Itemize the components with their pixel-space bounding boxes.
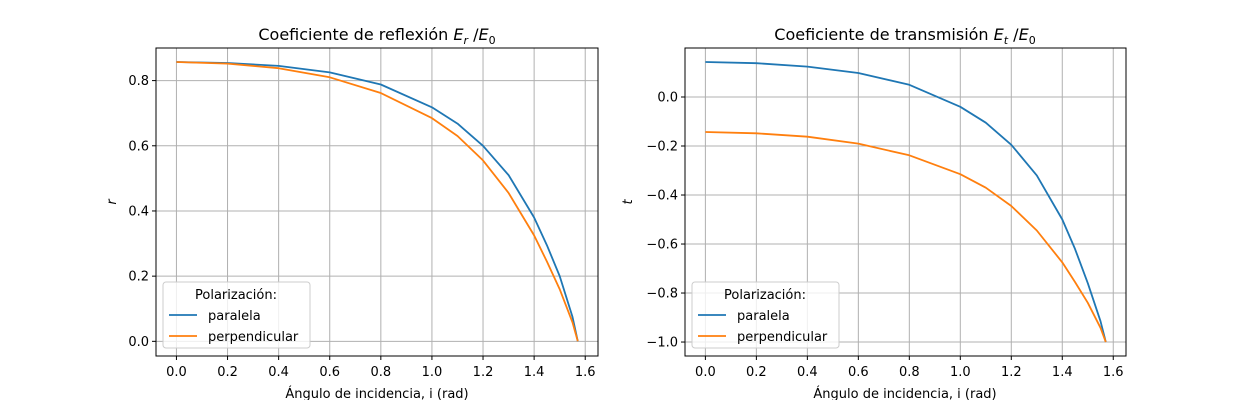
- y-ticks: 0.0 0.2 0.4 0.6 0.8: [128, 74, 156, 350]
- title-subscript-2: 0: [489, 34, 496, 47]
- title-subscript-2: 0: [1029, 34, 1036, 47]
- y-tick-label: 0.2: [128, 270, 149, 285]
- x-tick-label: 0.6: [848, 365, 869, 380]
- legend-box: [691, 281, 840, 349]
- legend-box: [162, 281, 311, 349]
- x-axis-label: Ángulo de incidencia, i (rad): [813, 386, 996, 400]
- title-symbol: E: [994, 25, 1005, 44]
- x-tick-label: 0.4: [797, 365, 818, 380]
- y-tick-label: 0.8: [128, 74, 149, 89]
- y-tick-label: 0.6: [128, 139, 149, 154]
- x-tick-label: 1.0: [950, 365, 971, 380]
- title-symbol: E: [453, 25, 464, 44]
- x-tick-label: 1.4: [1052, 365, 1073, 380]
- y-tick-label: −0.8: [646, 287, 678, 302]
- legend-label-perpendicular: perpendicular: [208, 330, 299, 345]
- title-text: Coeficiente de reflexión: [258, 25, 453, 44]
- x-tick-label: 0.2: [746, 365, 767, 380]
- title-subscript: t: [1004, 34, 1009, 47]
- title-subscript: r: [464, 34, 470, 47]
- x-tick-label: 0.0: [166, 365, 187, 380]
- title-symbol-2: E: [1019, 25, 1030, 44]
- title-symbol-2: E: [479, 25, 490, 44]
- x-tick-label: 1.0: [422, 365, 443, 380]
- legend-label-paralela: paralela: [208, 309, 261, 324]
- x-axis-label: Ángulo de incidencia, i (rad): [285, 386, 468, 400]
- x-tick-label: 1.4: [524, 365, 545, 380]
- y-tick-label: −1.0: [646, 336, 678, 351]
- x-tick-label: 1.6: [1103, 365, 1124, 380]
- x-ticks: 0.0 0.2 0.4 0.6 0.8 1.0 1.2 1.4 1.6: [695, 356, 1124, 380]
- y-tick-label: 0.0: [657, 91, 678, 106]
- y-tick-label: −0.6: [646, 238, 678, 253]
- series-lines: [705, 61, 1107, 343]
- series-line-perpendicular: [705, 131, 1107, 343]
- axes-frame: [155, 47, 599, 357]
- legend: Polarización: paralela perpendicular: [162, 281, 311, 349]
- series-line-paralela: [176, 61, 579, 342]
- title-separator: /: [468, 25, 479, 44]
- legend-label-perpendicular: perpendicular: [737, 330, 828, 345]
- y-tick-label: 0.4: [128, 204, 149, 219]
- chart-title: Coeficiente de transmisión Et /E0: [774, 25, 1035, 47]
- y-axis-label: r: [105, 198, 120, 205]
- y-tick-label: 0.0: [128, 335, 149, 350]
- chart-title: Coeficiente de reflexión Er /E0: [258, 25, 495, 47]
- legend-title: Polarización:: [724, 288, 806, 303]
- title-text: Coeficiente de transmisión: [774, 25, 993, 44]
- x-tick-label: 1.2: [1001, 365, 1022, 380]
- x-tick-label: 1.6: [575, 365, 596, 380]
- x-tick-label: 0.6: [319, 365, 340, 380]
- x-tick-label: 0.4: [268, 365, 289, 380]
- y-tick-label: −0.4: [646, 189, 678, 204]
- series-line-perpendicular: [176, 61, 579, 342]
- legend-label-paralela: paralela: [737, 309, 790, 324]
- x-tick-label: 1.2: [473, 365, 494, 380]
- grid: [156, 48, 598, 356]
- series-line-paralela: [705, 61, 1107, 343]
- y-tick-label: −0.2: [646, 140, 678, 155]
- axes-frame: [684, 47, 1127, 357]
- legend: Polarización: paralela perpendicular: [691, 281, 840, 349]
- reflection-chart: Coeficiente de reflexión Er /E0 0.0 0.2 0.…: [105, 25, 599, 400]
- series-lines: [176, 61, 579, 342]
- x-tick-label: 0.8: [899, 365, 920, 380]
- x-tick-label: 0.2: [217, 365, 238, 380]
- y-axis-label: t: [621, 199, 636, 205]
- title-separator: /: [1008, 25, 1019, 44]
- legend-title: Polarización:: [195, 288, 277, 303]
- y-ticks: 0.0 −0.2 −0.4 −0.6 −0.8 −1.0: [646, 91, 685, 351]
- x-tick-label: 0.8: [370, 365, 391, 380]
- transmission-chart: Coeficiente de transmisión Et /E0 0.0 0.2…: [621, 25, 1127, 400]
- x-ticks: 0.0 0.2 0.4 0.6 0.8 1.0 1.2 1.4 1.6: [166, 356, 596, 380]
- x-tick-label: 0.0: [695, 365, 716, 380]
